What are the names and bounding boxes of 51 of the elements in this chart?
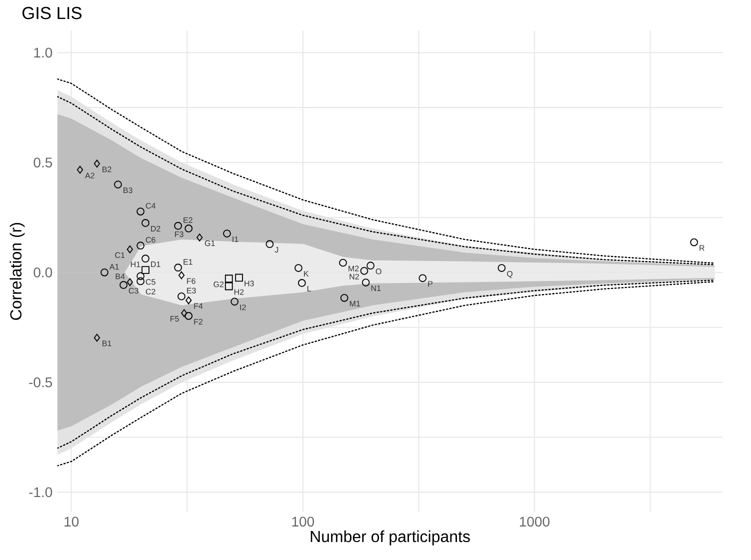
annotation: O <box>376 268 382 274</box>
y-tick-label: 0.0 <box>34 267 52 278</box>
annotation: G2 <box>214 282 224 288</box>
annotation: H2 <box>234 289 244 295</box>
chart-title: GIS LIS <box>22 6 82 20</box>
annotation: F2 <box>194 318 202 324</box>
annotation: B2 <box>102 166 112 172</box>
annotation: A1 <box>109 264 119 270</box>
annotation: F3 <box>175 231 184 238</box>
annotation: Q <box>506 270 512 278</box>
x-tick-label: 10 <box>64 516 79 527</box>
x-axis-title: Number of participants <box>310 530 470 546</box>
annotation: M1 <box>350 300 360 306</box>
annotation: D2 <box>151 226 160 232</box>
annotation: H1 <box>130 262 140 268</box>
annotation: L <box>307 286 311 292</box>
y-tick-label: 0.5 <box>34 158 52 168</box>
annotation: N2 <box>350 274 359 280</box>
annotation: F6 <box>187 278 196 284</box>
annotation: H3 <box>244 280 254 286</box>
annotation: N1 <box>371 285 381 291</box>
y-tick-label: -0.5 <box>29 377 52 388</box>
x-tick-label: 1000 <box>520 516 550 527</box>
annotation: C6 <box>146 237 156 243</box>
annotation: C5 <box>146 279 156 285</box>
annotation: C2 <box>146 288 156 294</box>
annotation: K <box>304 270 309 276</box>
annotation: I1 <box>232 236 238 242</box>
y-tick-label: 1.0 <box>34 48 52 58</box>
annotation: E3 <box>187 288 196 294</box>
annotation: B1 <box>102 340 112 346</box>
y-tick-label: -1.0 <box>29 487 52 498</box>
annotation: C1 <box>115 252 125 258</box>
annotation: D1 <box>151 262 160 268</box>
annotation: C4 <box>146 202 156 209</box>
annotation: E1 <box>184 259 192 265</box>
x-tick-label: 100 <box>292 516 314 527</box>
annotation: I2 <box>240 304 246 310</box>
annotation: G1 <box>204 240 215 246</box>
annotation: F4 <box>194 303 203 309</box>
annotation: B3 <box>124 187 132 194</box>
annotation: J <box>274 247 278 253</box>
annotation: P <box>428 281 432 287</box>
annotation: E2 <box>184 217 192 223</box>
annotation: R <box>700 245 704 251</box>
annotation: M2 <box>348 266 359 272</box>
y-axis-title: Correlation (r) <box>10 223 25 320</box>
annotation: F5 <box>170 316 179 322</box>
annotation: C3 <box>128 288 138 294</box>
annotation: B4 <box>116 274 125 280</box>
annotation: A2 <box>84 172 94 178</box>
